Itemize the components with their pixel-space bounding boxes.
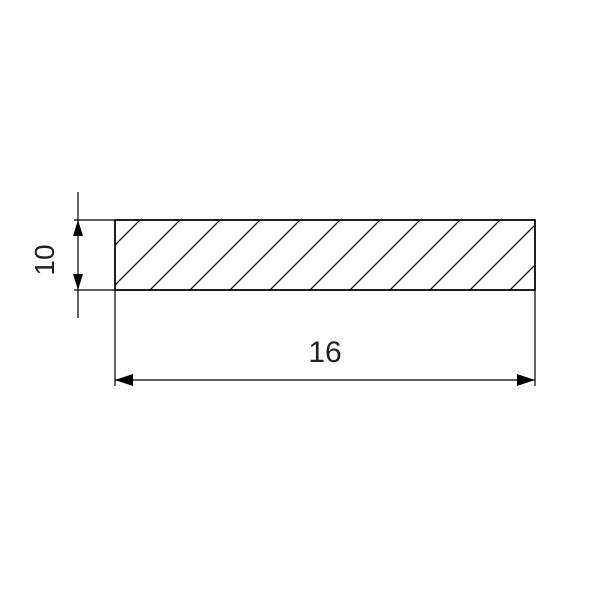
dimension-height-value: 10 xyxy=(29,244,60,275)
dimension-width-value: 16 xyxy=(308,336,341,369)
dimension-height: 10 xyxy=(29,192,115,318)
engineering-drawing: 10 16 xyxy=(0,0,600,600)
cross-section xyxy=(35,0,545,600)
dimension-width: 16 xyxy=(115,290,535,386)
